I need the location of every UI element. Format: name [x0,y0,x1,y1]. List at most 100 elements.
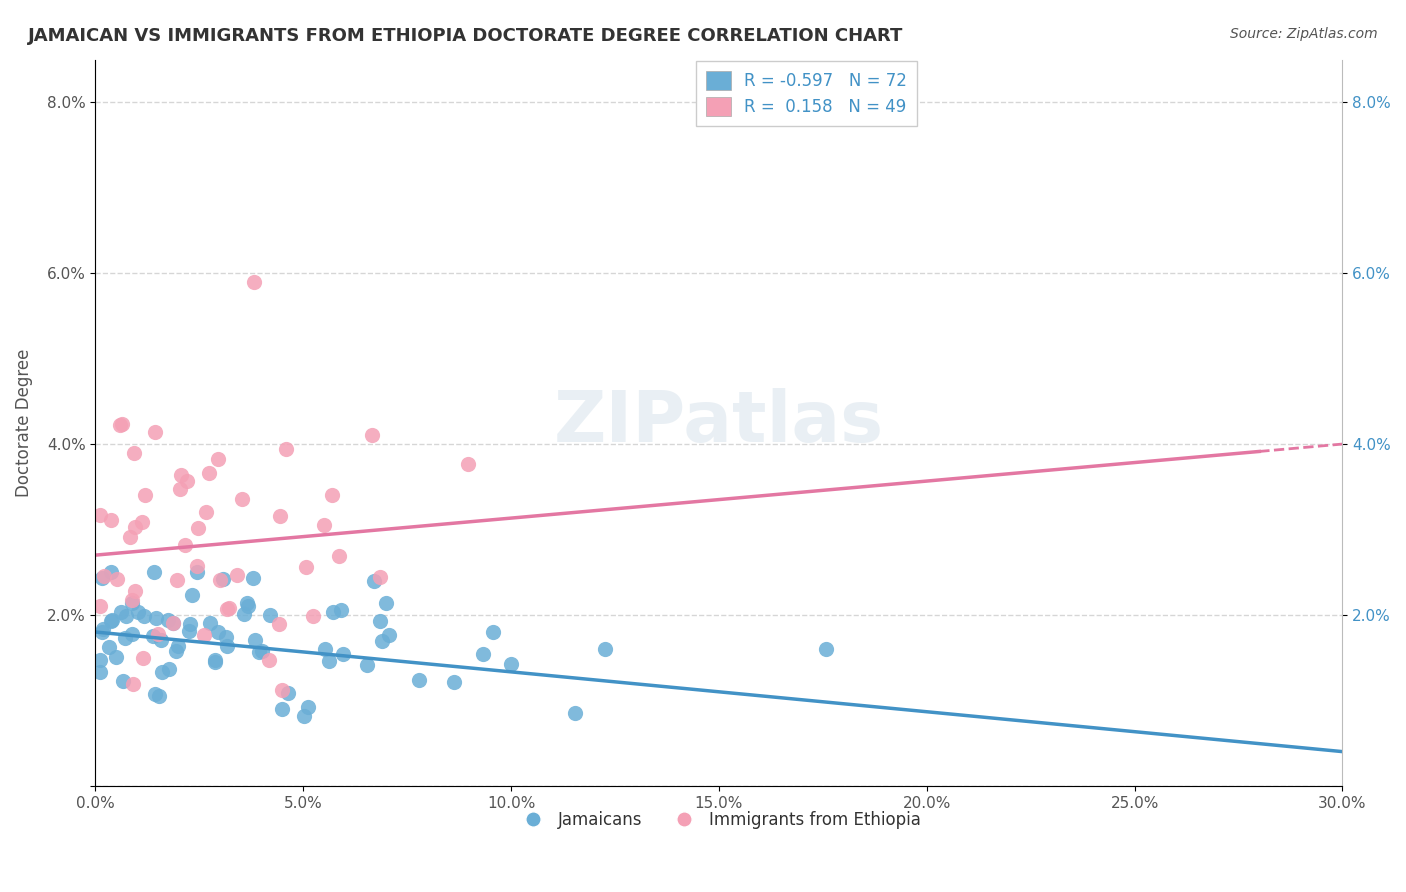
Point [108,417,131,432]
Point [142,565,165,579]
Point [114,631,136,645]
Point [134,488,156,502]
Point [170,467,193,482]
Point [814,641,837,656]
Point [245,633,267,648]
Point [149,633,172,648]
Point [207,624,229,639]
Point [89,508,111,522]
Point [167,639,190,653]
Point [457,457,479,471]
Point [91,571,114,585]
Point [124,584,146,599]
Point [267,616,290,631]
Point [101,613,124,627]
Point [121,627,143,641]
Point [204,655,226,669]
Point [247,645,270,659]
Point [148,689,170,703]
Point [179,616,201,631]
Point [274,442,297,456]
Legend: Jamaicans, Immigrants from Ethiopia: Jamaicans, Immigrants from Ethiopia [510,805,928,836]
Point [111,674,134,689]
Point [208,573,231,587]
Point [100,614,122,628]
Point [165,643,187,657]
Point [321,488,343,502]
Point [162,615,184,630]
Point [98,640,121,654]
Point [121,593,143,607]
Point [269,509,291,524]
Point [332,647,354,661]
Point [150,665,173,679]
Point [322,605,344,619]
Point [297,699,319,714]
Point [181,588,204,602]
Point [375,596,398,610]
Point [156,613,179,627]
Point [145,611,167,625]
Point [482,625,505,640]
Point [157,662,180,676]
Point [193,628,215,642]
Point [314,641,336,656]
Point [89,665,111,680]
Point [242,571,264,585]
Point [368,570,391,584]
Point [218,601,240,615]
Point [370,633,392,648]
Point [115,608,138,623]
Text: ZIPatlas: ZIPatlas [554,388,884,458]
Point [217,639,239,653]
Point [252,644,274,658]
Point [186,558,208,573]
Text: Source: ZipAtlas.com: Source: ZipAtlas.com [1230,27,1378,41]
Point [271,702,294,716]
Point [100,565,122,579]
Point [104,649,127,664]
Point [207,452,229,467]
Point [211,572,233,586]
Point [368,614,391,628]
Point [100,513,122,527]
Point [89,599,111,613]
Point [356,658,378,673]
Point [121,676,143,690]
Point [195,505,218,519]
Point [166,573,188,587]
Point [593,642,616,657]
Point [270,682,292,697]
Point [143,425,166,439]
Point [198,467,221,481]
Point [93,569,115,583]
Point [295,559,318,574]
Point [242,275,264,289]
Point [107,572,129,586]
Point [443,674,465,689]
Text: JAMAICAN VS IMMIGRANTS FROM ETHIOPIA DOCTORATE DEGREE CORRELATION CHART: JAMAICAN VS IMMIGRANTS FROM ETHIOPIA DOC… [28,27,904,45]
Point [132,650,155,665]
Point [408,673,430,688]
Point [329,603,352,617]
Point [257,653,280,667]
Point [127,605,149,619]
Point [328,549,350,563]
Point [177,624,200,639]
Point [111,417,134,431]
Point [124,520,146,534]
Point [238,599,260,614]
Point [259,608,281,623]
Point [121,596,143,610]
Point [302,609,325,624]
Point [214,630,236,644]
Point [93,622,115,636]
Point [91,624,114,639]
Point [176,474,198,488]
Point [226,568,249,582]
Point [169,482,191,496]
Point [186,565,208,579]
Point [118,530,141,544]
Point [132,609,155,624]
Point [292,708,315,723]
